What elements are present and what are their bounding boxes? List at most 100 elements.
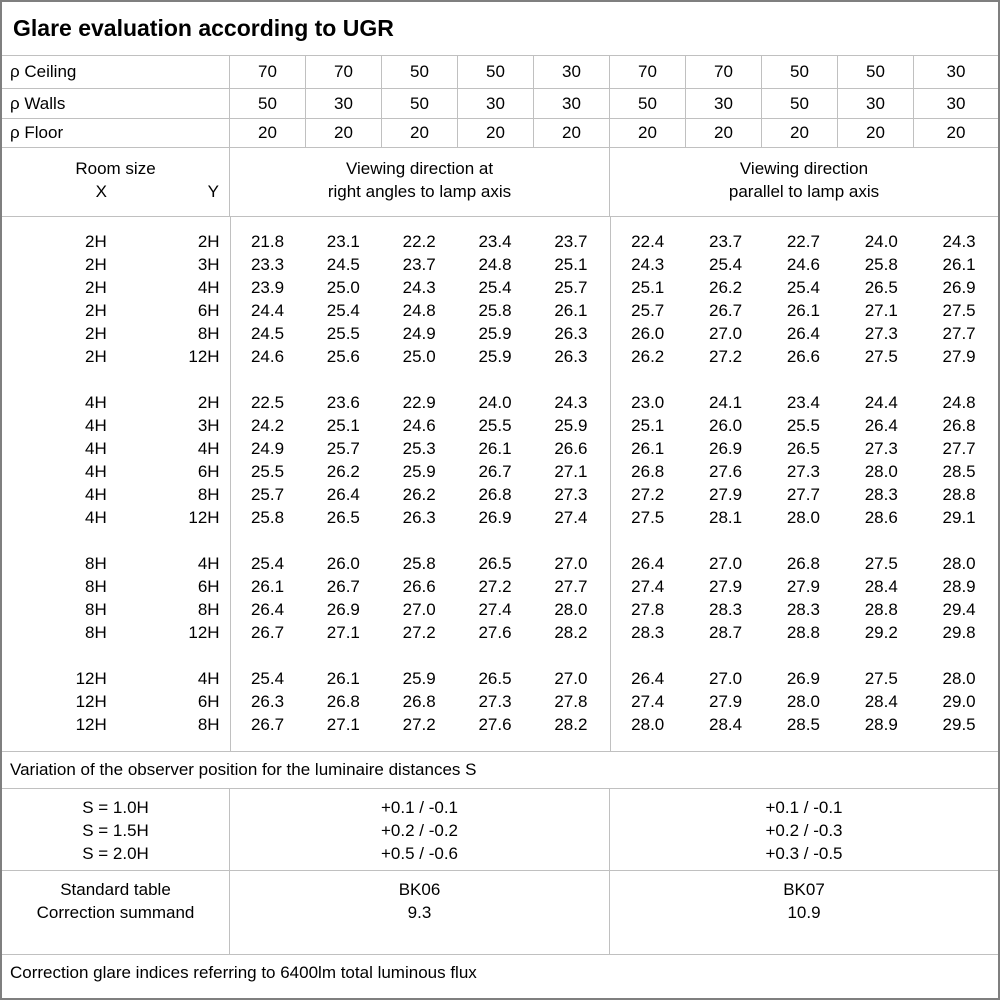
- reflectance-row: ρ Ceiling 70 70 50 50 30 70 70 50 50 30: [2, 56, 998, 89]
- ugr-value-right-angles: 25.9: [554, 416, 588, 435]
- observer-variation-section: S = 1.0H S = 1.5H S = 2.0H +0.1 / -0.1 +…: [2, 789, 998, 871]
- variation-note: Variation of the observer position for t…: [10, 760, 477, 779]
- ugr-value-right-angles: 27.8: [554, 692, 588, 711]
- ugr-value-parallel: 28.7: [709, 623, 743, 642]
- room-size-x: 4H: [85, 485, 107, 504]
- ugr-value-right-angles: 27.3: [478, 692, 512, 711]
- ugr-value-right-angles: 25.7: [554, 278, 588, 297]
- y-column-label: Y: [207, 182, 219, 201]
- ugr-value-right-angles: 25.9: [402, 669, 436, 688]
- ugr-value-right-angles: 27.0: [402, 600, 436, 619]
- standard-table-section: Standard table Correction summand BK06 9…: [2, 871, 998, 955]
- s-variation-parallel: +0.1 / -0.1 +0.2 / -0.3 +0.3 / -0.5: [610, 789, 998, 870]
- ugr-value-right-angles: 26.2: [402, 485, 436, 504]
- ugr-row: 8H 8H 26.4 26.9 27.0 27.4 28.0 27.8 28.3 28.3 28.8…: [2, 598, 998, 621]
- reflectance-value: 50: [458, 56, 534, 88]
- ugr-value-right-angles: 25.3: [402, 439, 436, 458]
- reflectance-value: 20: [230, 119, 306, 147]
- room-size-y: 4H: [197, 554, 220, 573]
- reflectance-value: 50: [762, 89, 838, 118]
- ugr-value-right-angles: 26.1: [250, 577, 285, 596]
- reflectance-label: ρ Floor: [2, 119, 230, 147]
- reflectance-value: 20: [610, 119, 686, 147]
- ugr-value-parallel: 28.3: [786, 600, 820, 619]
- ugr-value-right-angles: 26.6: [554, 439, 588, 458]
- ugr-row: 12H 6H 26.3 26.8 26.8 27.3 27.8 27.4 27.9 28.0 28.…: [2, 690, 998, 713]
- ugr-value-parallel: 22.7: [786, 232, 820, 251]
- reflectance-value: 30: [534, 89, 610, 118]
- ugr-value-right-angles: 22.9: [402, 393, 436, 412]
- ugr-row: 8H 6H 26.1 26.7 26.6 27.2 27.7 27.4 27.9 27.9 28.4…: [2, 575, 998, 598]
- ugr-value-right-angles: 24.4: [250, 301, 285, 320]
- ugr-value-parallel: 26.4: [864, 416, 898, 435]
- ugr-value-parallel: 28.0: [786, 692, 820, 711]
- ugr-value-parallel: 29.1: [942, 508, 976, 527]
- ugr-value-parallel: 28.0: [786, 508, 820, 527]
- ugr-value-parallel: 27.9: [786, 577, 820, 596]
- ugr-value-parallel: 25.7: [631, 301, 665, 320]
- ugr-value-right-angles: 26.9: [478, 508, 512, 527]
- reflectance-value: 30: [458, 89, 534, 118]
- ugr-value-right-angles: 26.8: [326, 692, 360, 711]
- ugr-value-right-angles: 25.8: [478, 301, 512, 320]
- reflectance-value: 30: [534, 56, 610, 88]
- reflectance-section: ρ Ceiling 70 70 50 50 30 70 70 50 50 30 ρ Walls 50 30…: [2, 56, 998, 148]
- ugr-value-parallel: 23.7: [709, 232, 743, 251]
- ugr-value-parallel: 29.2: [864, 623, 898, 642]
- reflectance-value: 70: [686, 56, 762, 88]
- ugr-value-parallel: 28.8: [942, 485, 976, 504]
- ugr-value-right-angles: 26.6: [402, 577, 436, 596]
- reflectance-value: 30: [838, 89, 914, 118]
- ugr-value-right-angles: 24.8: [402, 301, 436, 320]
- ugr-value-parallel: 25.1: [631, 416, 665, 435]
- ugr-value-right-angles: 27.1: [326, 623, 360, 642]
- ugr-value-right-angles: 26.5: [326, 508, 360, 527]
- s-variation-right-angles: +0.1 / -0.1 +0.2 / -0.2 +0.5 / -0.6: [230, 789, 610, 870]
- ugr-value-parallel: 28.4: [864, 692, 898, 711]
- room-size-x: 4H: [85, 393, 107, 412]
- room-size-x: 2H: [85, 278, 107, 297]
- ugr-value-parallel: 27.4: [631, 577, 665, 596]
- x-column-label: X: [95, 182, 107, 201]
- reflectance-value: 20: [534, 119, 610, 147]
- ugr-value-right-angles: 26.7: [478, 462, 512, 481]
- ugr-value-parallel: 27.8: [631, 600, 665, 619]
- ugr-value-right-angles: 24.6: [402, 416, 436, 435]
- footnote-text: Correction glare indices referring to 64…: [10, 963, 477, 982]
- ugr-value-right-angles: 25.9: [478, 324, 512, 343]
- ugr-value-parallel: 27.7: [786, 485, 820, 504]
- standard-row-labels: Standard table Correction summand: [2, 871, 230, 954]
- ugr-value-parallel: 28.5: [786, 715, 820, 734]
- reflectance-value: 50: [762, 56, 838, 88]
- ugr-row: 2H 4H 23.9 25.0 24.3 25.4 25.7 25.1 26.2 25.4 26.5…: [2, 276, 998, 299]
- reflectance-value: 20: [946, 123, 966, 142]
- ugr-value-right-angles: 24.9: [250, 439, 285, 458]
- ugr-value-right-angles: 25.4: [326, 301, 360, 320]
- ugr-value-parallel: 27.5: [864, 669, 898, 688]
- reflectance-value: 50: [230, 89, 306, 118]
- ugr-row: 12H 4H 25.4 26.1 25.9 26.5 27.0 26.4 27.0 26.9 27.…: [2, 667, 998, 690]
- ugr-value-parallel: 29.5: [942, 715, 976, 734]
- ugr-value-parallel: 28.0: [631, 715, 665, 734]
- ugr-value-right-angles: 28.2: [554, 715, 588, 734]
- ugr-value-right-angles: 23.7: [402, 255, 436, 274]
- ugr-value-right-angles: 27.1: [326, 715, 360, 734]
- ugr-value-parallel: 28.4: [709, 715, 743, 734]
- room-size-x: 4H: [85, 416, 107, 435]
- ugr-value-right-angles: 27.3: [554, 485, 588, 504]
- ugr-value-right-angles: 27.6: [478, 715, 512, 734]
- ugr-value-right-angles: 24.9: [402, 324, 436, 343]
- ugr-value-right-angles: 27.7: [554, 577, 588, 596]
- ugr-value-parallel: 27.7: [942, 324, 976, 343]
- ugr-value-parallel: 27.5: [864, 554, 898, 573]
- ugr-row: 4H 12H 25.8 26.5 26.3 26.9 27.4 27.5 28.1 28.0 28.…: [2, 506, 998, 529]
- label-column-divider: [230, 217, 231, 751]
- ugr-value-right-angles: 26.5: [478, 669, 512, 688]
- reflectance-value: 20: [382, 119, 458, 147]
- parallel-section-header: Viewing direction parallel to lamp axis: [610, 148, 998, 216]
- ugr-value-right-angles: 25.9: [402, 462, 436, 481]
- reflectance-value: 20: [762, 119, 838, 147]
- ugr-value-parallel: 25.1: [631, 278, 665, 297]
- ugr-value-parallel: 25.5: [786, 416, 820, 435]
